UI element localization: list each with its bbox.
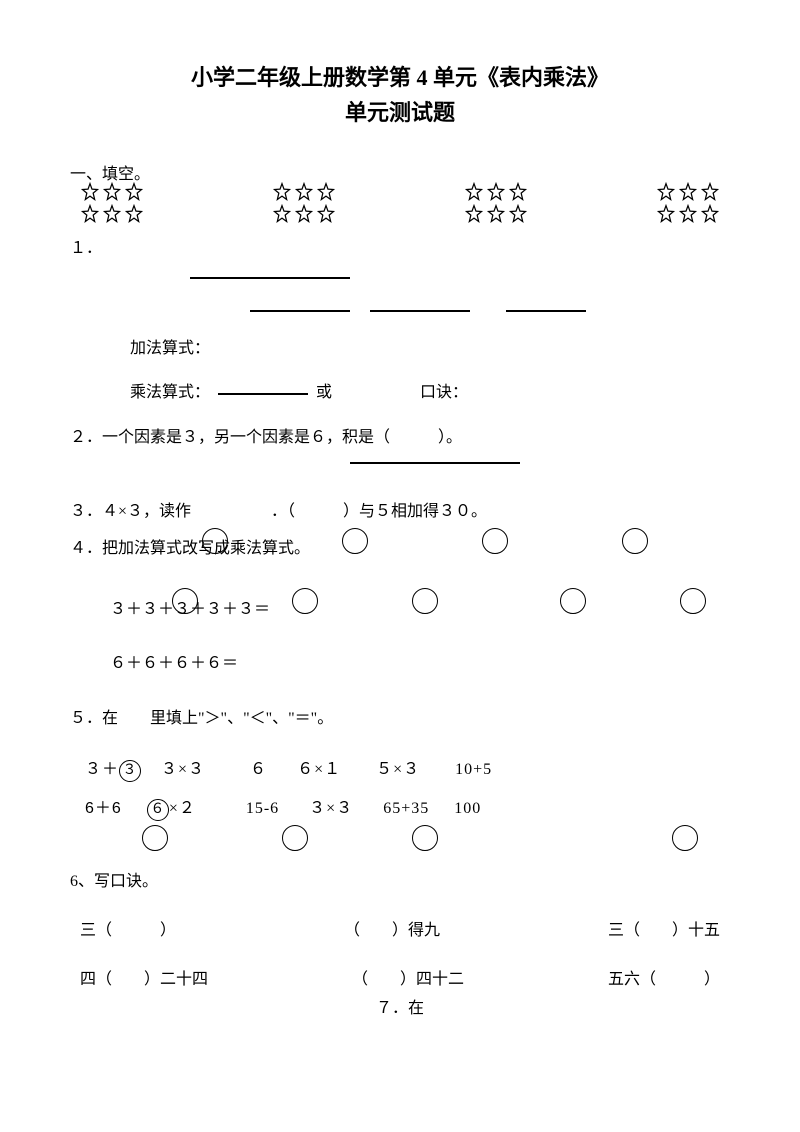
q2-text: ２．一个因素是３，另一个因素是６，积是（ ）。 (70, 429, 462, 446)
title-line-1: 小学二年级上册数学第 4 单元《表内乘法》 (70, 60, 730, 95)
q5-r2-f: 100 (454, 800, 481, 817)
circle-icon (622, 528, 648, 554)
star-group-4 (656, 182, 720, 224)
q3-text: ３．４×３，读作 ．（ ）与５相加得３０。 (70, 503, 487, 520)
q5-r1-e: ５×３ (376, 761, 420, 778)
q5-r1-d: ６×１ (297, 761, 341, 778)
q5-r2-e: 65+35 (383, 800, 429, 817)
star-group-2 (272, 182, 336, 224)
circle-icon (672, 825, 698, 851)
q1-mul-label: 乘法算式： (130, 384, 210, 401)
circled-6: ６ (147, 799, 169, 821)
star-groups (80, 182, 720, 224)
page-title: 小学二年级上册数学第 4 单元《表内乘法》 单元测试题 (70, 60, 730, 130)
q1-mul-row: 乘法算式： 或 口诀： (130, 378, 730, 402)
q6-r2-a: 四（ ）二十四 (80, 965, 208, 989)
circle-icon (142, 825, 168, 851)
q6-r1-b: （ ）得九 (344, 916, 440, 940)
question-1: １． (70, 234, 730, 258)
q6-row-1: 三（ ） （ ）得九 三（ ）十五 (70, 916, 730, 940)
q6-row-2: 四（ ）二十四 （ ）四十二 五六（ ） (70, 965, 730, 989)
blank-line-row-1 (190, 268, 730, 286)
q1-number: １． (70, 240, 102, 257)
blank-line-row-2 (250, 301, 730, 319)
q5-row-1: ３＋３ ３×３ ６ ６×１ ５×３ 10+5 (85, 755, 730, 782)
question-4: ４．把加法算式改写成乘法算式。 ３＋３＋３＋３＋３＝ ６＋６＋６＋６＝ (70, 533, 730, 673)
question-6-heading: 6、写口诀。 (70, 866, 730, 898)
star-group-1 (80, 182, 144, 224)
q5-r2-b2: ×２ (169, 800, 196, 817)
title-line-2: 单元测试题 (70, 95, 730, 130)
circled-3: ３ (119, 760, 141, 782)
q4-expr-2: ６＋６＋６＋６＝ (110, 649, 730, 673)
q5-r1-c: ６ (250, 761, 267, 778)
q1-addition-label: 加法算式： (130, 334, 730, 358)
question-7: ７．在 (70, 994, 730, 1018)
circle-icon (202, 528, 228, 554)
q5-r1-a: ３＋ (85, 761, 119, 778)
star-group-3 (464, 182, 528, 224)
q5-r2-d: ３×３ (309, 800, 353, 817)
q5-r1-f: 10+5 (455, 761, 492, 778)
circle-icon (680, 588, 706, 614)
circle-icon (560, 588, 586, 614)
q1-koujue: 口诀： (420, 384, 468, 401)
circle-icon (172, 588, 198, 614)
question-5-body: ３＋３ ３×３ ６ ６×１ ５×３ 10+5 6＋6 ６×２ 15-6 ３×３ … (70, 755, 730, 821)
circle-icon (282, 825, 308, 851)
circle-icon (412, 825, 438, 851)
question-5-heading: ５．在 里填上"＞"、"＜"、"＝"。 (70, 703, 730, 735)
q1-or: 或 (316, 384, 332, 401)
q6-r2-b: （ ）四十二 (352, 965, 464, 989)
section-1-heading: 一、填空。 (70, 160, 730, 184)
q5-r2-c: 15-6 (246, 800, 279, 817)
circle-icon (412, 588, 438, 614)
q6-r1-c: 三（ ）十五 (608, 916, 720, 940)
q6-r1-a: 三（ ） (80, 916, 176, 940)
q5-r2-a: 6＋6 (85, 800, 122, 817)
q5-r1-b: ３×３ (161, 761, 205, 778)
circle-icon (482, 528, 508, 554)
circle-icon (292, 588, 318, 614)
q6-r2-c: 五六（ ） (608, 965, 720, 989)
question-2: ２．一个因素是３，另一个因素是６，积是（ ）。 (70, 422, 730, 478)
q5-row-2: 6＋6 ６×２ 15-6 ３×３ 65+35 100 (85, 794, 730, 821)
circle-icon (342, 528, 368, 554)
question-3: ３．４×３，读作 ．（ ）与５相加得３０。 (70, 496, 730, 528)
